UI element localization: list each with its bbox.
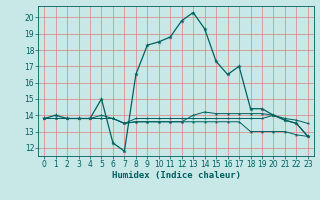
X-axis label: Humidex (Indice chaleur): Humidex (Indice chaleur) [111, 171, 241, 180]
